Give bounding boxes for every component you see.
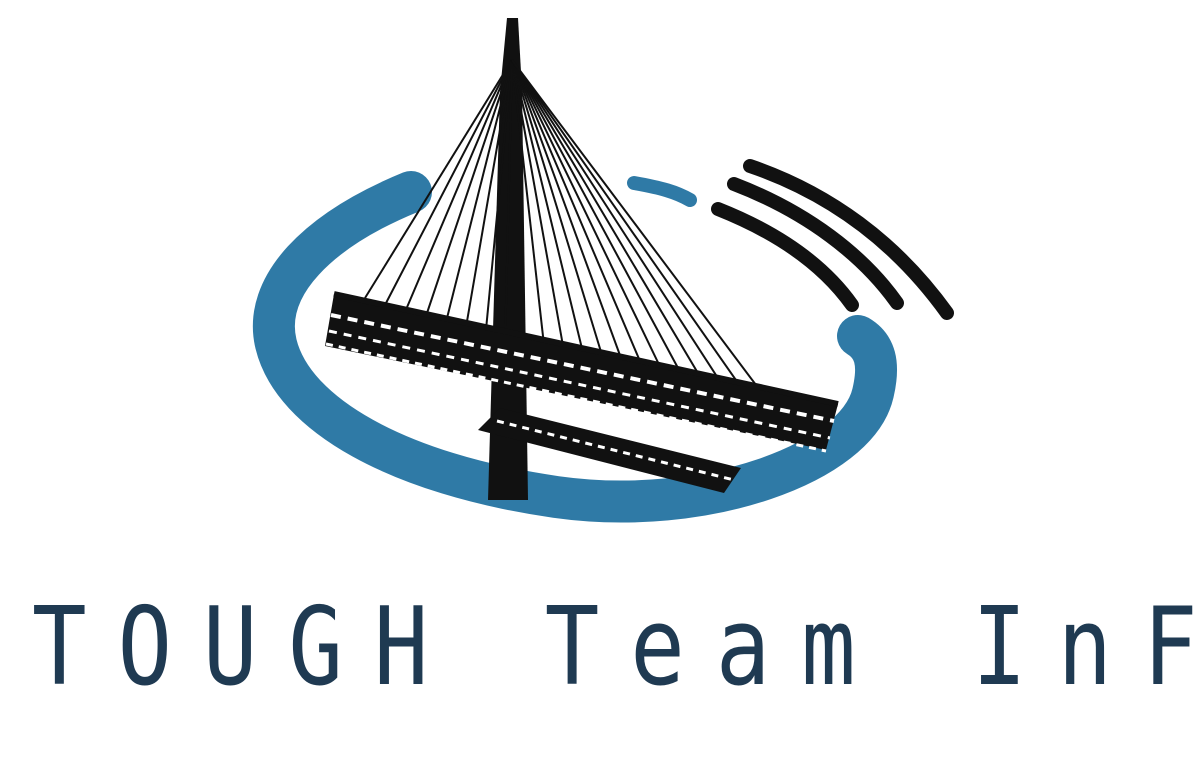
bridge-logo-icon	[252, 18, 954, 523]
brand-wordmark: TOUGH Team InFra	[32, 582, 1204, 702]
cable-stays-icon	[364, 59, 766, 398]
arc-swoosh-icon	[627, 176, 697, 207]
brand-name: TOUGH Team InFra	[32, 585, 1204, 710]
signal-arcs-icon	[711, 159, 954, 320]
logo-wrap	[252, 18, 954, 523]
deck-icon	[325, 291, 839, 493]
